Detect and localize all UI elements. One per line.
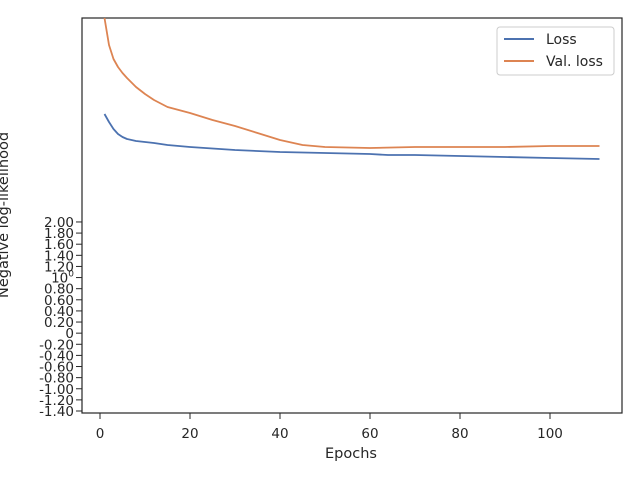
y-tick-label: 1.80 bbox=[44, 226, 74, 242]
y-tick-label: 1.60 bbox=[44, 237, 74, 253]
y-tick-label: 0.80 bbox=[44, 282, 74, 298]
plot-area bbox=[81, 17, 623, 414]
x-tick-label: 80 bbox=[451, 426, 468, 442]
y-tick-label: -0.40 bbox=[39, 348, 74, 364]
y-tick-label: -1.00 bbox=[39, 382, 74, 398]
x-tick-label: 60 bbox=[361, 426, 378, 442]
y-tick-label: 0.40 bbox=[44, 304, 74, 320]
x-tick-label: 40 bbox=[271, 426, 288, 442]
series-lines bbox=[103, 17, 600, 160]
series-line-val-loss bbox=[103, 17, 600, 149]
y-tick-label: 1.40 bbox=[44, 248, 74, 264]
legend-label-val-loss: Val. loss bbox=[546, 54, 603, 70]
y-tick-label: 1.20 bbox=[44, 259, 74, 275]
series-line-loss bbox=[103, 113, 600, 160]
x-axis-label: Epochs bbox=[325, 446, 377, 462]
y-tick-label: 0 bbox=[65, 326, 74, 342]
y-tick-label: 2.00 bbox=[44, 215, 74, 231]
y-tick-label: -0.80 bbox=[39, 371, 74, 387]
y-tick-label: -0.20 bbox=[39, 337, 74, 353]
y-tick-label: 0.60 bbox=[44, 293, 74, 309]
y-tick-label: 0.20 bbox=[44, 315, 74, 331]
x-tick-labels: 0 20 40 60 80 100 bbox=[96, 413, 563, 442]
x-tick-label: 100 bbox=[537, 426, 563, 442]
x-tick-label: 0 bbox=[96, 426, 105, 442]
y-tick-label: -1.20 bbox=[39, 393, 74, 409]
x-tick-label: 20 bbox=[181, 426, 198, 442]
y-tick-labels: -1.40-1.20-1.00-0.80-0.60-0.40-0.2000.20… bbox=[39, 215, 82, 420]
legend-label-loss: Loss bbox=[546, 32, 577, 48]
legend: Loss Val. loss bbox=[496, 26, 615, 76]
y-tick-label: -0.60 bbox=[39, 360, 74, 376]
y-axis-label: Negative log-likelihood bbox=[0, 132, 12, 298]
y-tick-label: -1.40 bbox=[39, 404, 74, 420]
